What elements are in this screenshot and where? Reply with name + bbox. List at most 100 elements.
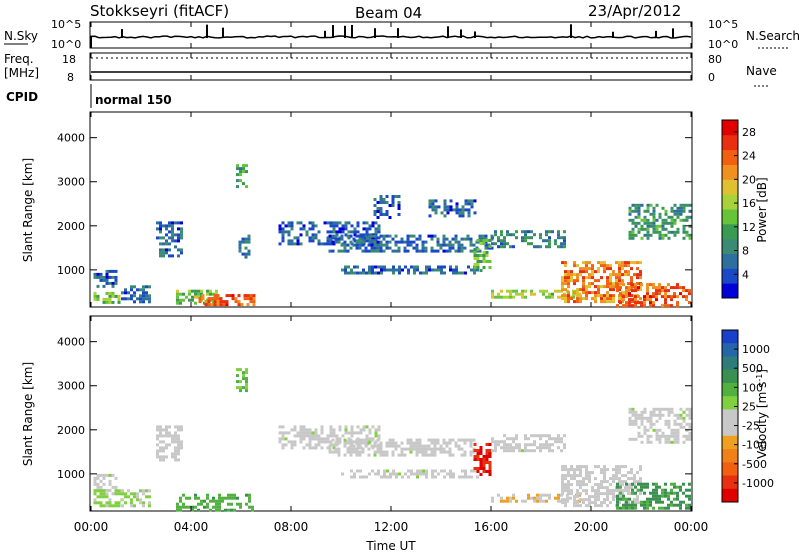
- data-cell: [379, 453, 383, 457]
- data-cell: [361, 441, 365, 445]
- data-cell: [233, 493, 236, 497]
- data-cell: [376, 246, 380, 250]
- data-cell: [341, 434, 345, 438]
- data-cell: [567, 480, 570, 484]
- data-cell: [561, 276, 564, 280]
- data-cell: [350, 469, 353, 473]
- data-cell: [679, 416, 683, 420]
- data-cell: [631, 298, 634, 302]
- data-cell: [188, 292, 191, 296]
- data-cell: [305, 428, 309, 432]
- data-cell: [682, 416, 686, 420]
- data-cell: [374, 236, 378, 240]
- data-cell: [410, 472, 413, 476]
- data-cell: [652, 488, 655, 492]
- data-cell: [606, 492, 609, 496]
- data-cell: [491, 437, 494, 441]
- data-cell: [460, 243, 464, 247]
- data-cell: [564, 504, 567, 508]
- data-cell: [359, 428, 363, 432]
- data-cell: [661, 500, 664, 504]
- data-cell: [554, 437, 557, 441]
- data-cell: [105, 291, 109, 295]
- data-cell: [331, 234, 335, 238]
- data-cell: [397, 453, 401, 457]
- data-cell: [661, 431, 665, 435]
- data-cell: [105, 281, 109, 285]
- data-cell: [603, 486, 606, 490]
- data-cell: [236, 164, 239, 168]
- data-cell: [406, 243, 410, 247]
- data-cell: [630, 279, 633, 283]
- data-cell: [379, 240, 383, 244]
- data-cell: [628, 506, 631, 510]
- data-cell: [332, 434, 336, 438]
- data-cell: [646, 236, 650, 240]
- data-cell: [548, 292, 551, 296]
- data-cell: [305, 434, 309, 438]
- data-cell: [93, 291, 97, 295]
- data-cell: [332, 428, 336, 432]
- data-cell: [618, 477, 621, 481]
- data-cell: [637, 434, 641, 438]
- data-cell: [329, 230, 333, 234]
- data-cell: [247, 249, 251, 253]
- data-cell: [579, 300, 582, 304]
- data-cell: [579, 471, 582, 475]
- data-cell: [630, 285, 633, 289]
- data-cell: [564, 468, 567, 472]
- data-cell: [630, 294, 633, 298]
- data-cell: [114, 476, 118, 480]
- data-cell: [521, 236, 524, 240]
- data-cell: [452, 475, 455, 479]
- data-cell: [124, 297, 127, 301]
- data-cell: [649, 304, 652, 308]
- data-cell: [230, 508, 233, 512]
- data-cell: [473, 199, 477, 203]
- data-cell: [631, 503, 634, 507]
- data-cell: [585, 267, 588, 271]
- data-cell: [485, 470, 489, 473]
- data-cell: [341, 230, 345, 234]
- data-cell: [618, 480, 621, 484]
- data-cell: [460, 249, 464, 253]
- data-cell: [649, 224, 653, 228]
- data-cell: [385, 444, 389, 448]
- data-cell: [206, 502, 209, 506]
- data-cell: [180, 440, 183, 444]
- colorbar-swatch: [722, 134, 738, 151]
- data-cell: [168, 443, 171, 447]
- data-cell: [591, 270, 594, 274]
- data-cell: [379, 447, 383, 451]
- data-cell: [658, 494, 661, 498]
- data-cell: [478, 234, 482, 238]
- data-cell: [442, 243, 446, 247]
- data-cell: [379, 234, 383, 238]
- data-cell: [398, 265, 401, 269]
- data-cell: [367, 243, 371, 247]
- data-cell: [353, 239, 357, 243]
- data-cell: [564, 270, 567, 274]
- data-cell: [621, 267, 624, 271]
- data-cell: [618, 495, 621, 499]
- data-cell: [676, 494, 679, 498]
- data-cell: [353, 271, 356, 275]
- data-cell: [640, 422, 644, 426]
- data-cell: [566, 499, 569, 503]
- data-cell: [331, 240, 335, 244]
- data-cell: [111, 473, 115, 477]
- data-cell: [618, 273, 621, 277]
- data-cell: [209, 292, 212, 296]
- data-cell: [670, 488, 673, 492]
- data-cell: [649, 491, 652, 495]
- data-cell: [174, 233, 177, 237]
- data-cell: [373, 198, 377, 201]
- data-cell: [600, 285, 603, 289]
- data-cell: [376, 201, 380, 204]
- data-cell: [646, 295, 649, 299]
- data-cell: [368, 271, 371, 275]
- data-cell: [521, 295, 524, 299]
- data-cell: [353, 227, 357, 231]
- data-cell: [639, 285, 642, 289]
- data-cell: [625, 500, 628, 504]
